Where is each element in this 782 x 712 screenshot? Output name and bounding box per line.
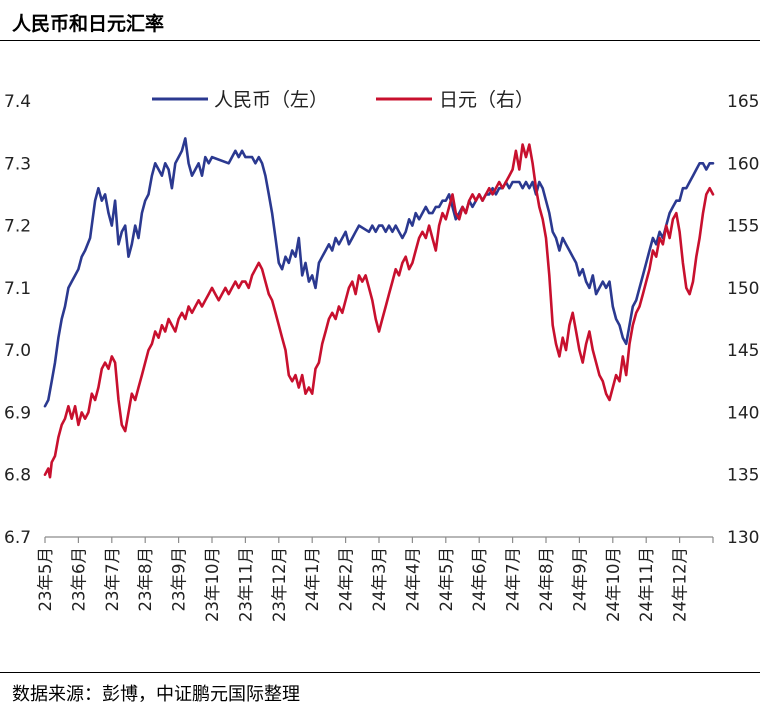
- left-tick-label: 7.1: [4, 279, 31, 299]
- x-tick-label: 23年5月: [36, 547, 55, 612]
- x-tick-label: 24年1月: [303, 547, 322, 612]
- series-line-cny: [43, 137, 715, 408]
- top-divider: [0, 40, 760, 41]
- x-tick-label: 23年6月: [69, 547, 88, 612]
- left-tick-label: 6.9: [4, 403, 31, 423]
- right-tick-label: 165: [727, 92, 759, 112]
- exchange-rate-chart: 6.7 6.8 6.9 7.0 7.1 7.2 7.3 7.4 130 135 140 145 150…: [4, 89, 759, 622]
- right-tick-label: 135: [727, 466, 759, 486]
- x-tick-label: 23年12月: [270, 547, 289, 622]
- left-tick-label: 7.2: [4, 217, 31, 237]
- data-source-note: 数据来源：彭博，中证鹏元国际整理: [12, 684, 300, 705]
- x-tick-label: 23年7月: [103, 547, 122, 612]
- x-tick-label: 24年11月: [637, 547, 656, 622]
- right-tick-label: 160: [727, 154, 759, 174]
- left-axis: 6.7 6.8 6.9 7.0 7.1 7.2 7.3 7.4: [4, 92, 31, 548]
- x-tick-label: 24年5月: [437, 547, 456, 612]
- right-tick-label: 150: [727, 279, 759, 299]
- x-tick-label: 24年10月: [604, 547, 623, 622]
- x-tick-label: 24年7月: [504, 547, 523, 612]
- x-tick-label: 24年3月: [370, 547, 389, 612]
- series-line-jpy: [43, 143, 715, 479]
- x-tick-label: 24年9月: [570, 547, 589, 612]
- x-tick-label: 23年8月: [136, 547, 155, 612]
- legend-label-jpy: 日元（右）: [439, 89, 534, 111]
- left-tick-label: 6.8: [4, 466, 31, 486]
- left-tick-label: 7.3: [4, 154, 31, 174]
- legend-label-cny: 人民币（左）: [214, 89, 328, 111]
- x-tick-label: 23年11月: [236, 547, 255, 622]
- x-tick-label: 24年2月: [337, 547, 356, 612]
- bottom-divider: [0, 672, 760, 673]
- chart-title: 人民币和日元汇率: [12, 13, 165, 35]
- left-tick-label: 7.4: [4, 92, 31, 112]
- x-tick-label: 24年8月: [537, 547, 556, 612]
- right-axis: 130 135 140 145 150 155 160 165: [727, 92, 759, 548]
- right-tick-label: 130: [727, 528, 759, 548]
- x-tick-label: 24年12月: [671, 547, 690, 622]
- right-tick-label: 155: [727, 217, 759, 237]
- x-tick-label: 24年6月: [470, 547, 489, 612]
- legend: 人民币（左） 日元（右）: [152, 89, 534, 111]
- series-layer: [43, 137, 715, 479]
- x-tick-label: 23年9月: [170, 547, 189, 612]
- x-tick-label: 24年4月: [403, 547, 422, 612]
- left-tick-label: 6.7: [4, 528, 31, 548]
- x-tick-label: 23年10月: [203, 547, 222, 622]
- right-tick-label: 145: [727, 341, 759, 361]
- right-tick-label: 140: [727, 403, 759, 423]
- left-tick-label: 7.0: [4, 341, 31, 361]
- x-axis: 23年5月 23年6月 23年7月 23年8月 23年9月 23年10月 23年11月 23年…: [36, 537, 714, 622]
